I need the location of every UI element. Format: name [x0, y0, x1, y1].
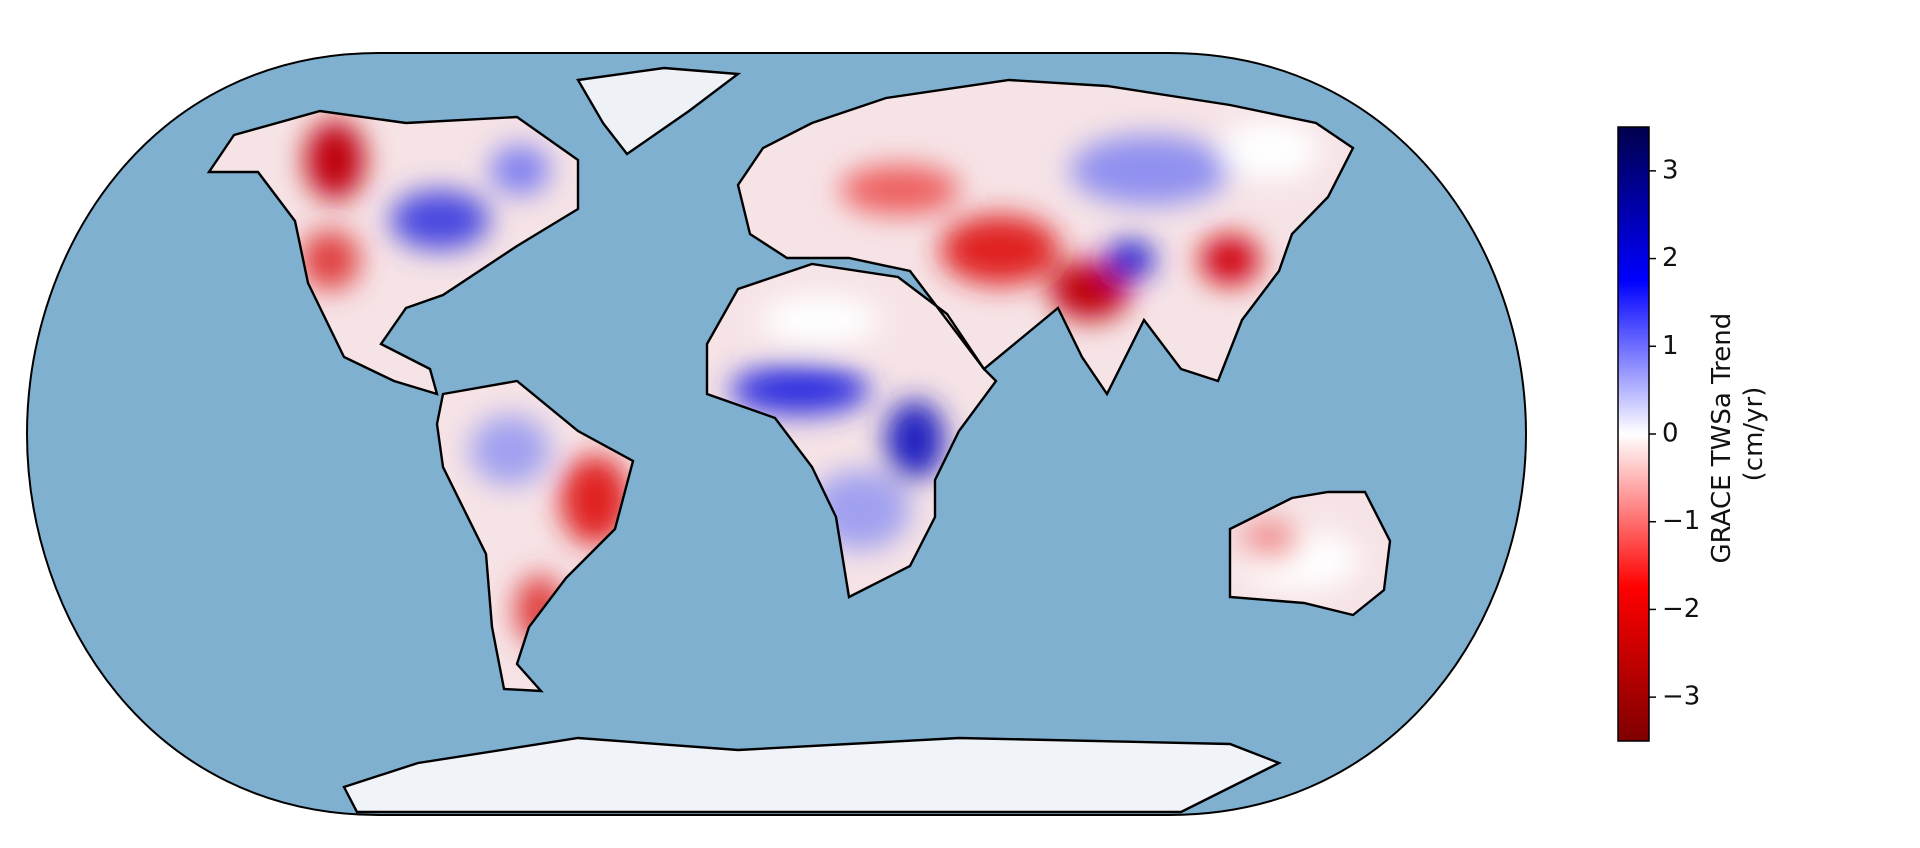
colorbar: GRACE TWSa Trend (cm/yr) −3 −2 −1 0 1 2 3: [1617, 126, 1769, 742]
colorbar-tick-label: 3: [1662, 155, 1679, 185]
land: [207, 66, 1392, 814]
colorbar-tick-label: 2: [1662, 243, 1679, 273]
colorbar-tick-label: 1: [1662, 331, 1679, 361]
colorbar-scale: [1617, 126, 1650, 742]
colorbar-label-line: GRACE TWSa Trend: [1707, 313, 1737, 564]
map: [26, 52, 1527, 816]
trend-field: [300, 120, 1360, 645]
colorbar-tick-label: 0: [1662, 419, 1679, 449]
colorbar-label-line: (cm/yr): [1739, 387, 1769, 482]
colorbar-tick-label: −1: [1662, 506, 1700, 536]
colorbar-tick-label: −3: [1662, 682, 1700, 712]
colorbar-tick-label: −2: [1662, 594, 1700, 624]
colorbar-label: GRACE TWSa Trend (cm/yr): [1707, 304, 1769, 563]
